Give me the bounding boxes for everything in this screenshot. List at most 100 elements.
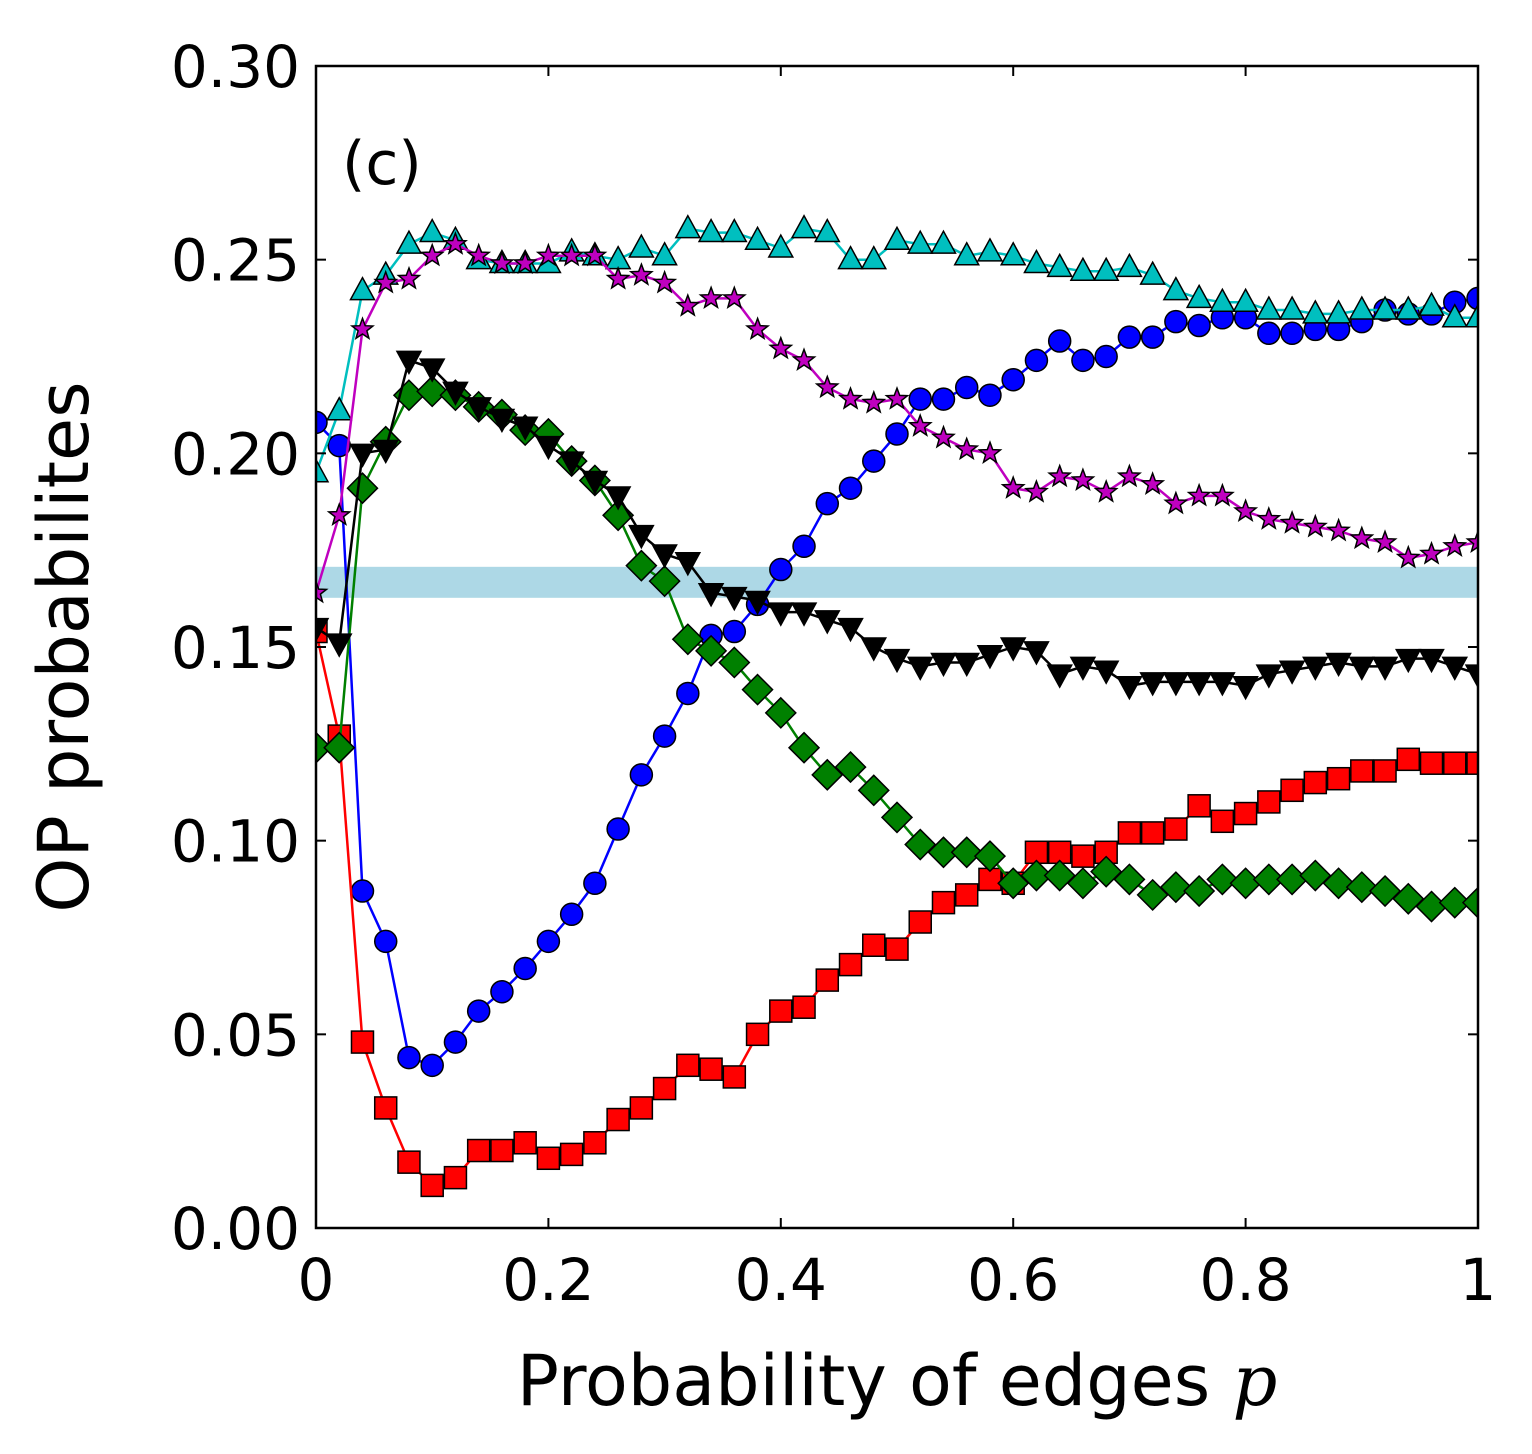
circles-point-8: [490, 979, 514, 1004]
squares-point-35: [1117, 821, 1142, 845]
squares-point-19: [745, 1022, 770, 1047]
down-triangles-point-21: [790, 602, 818, 627]
up-triangles-point-46: [1371, 295, 1399, 320]
down-triangles-point-27: [930, 652, 957, 678]
up-triangles-point-5: [418, 217, 446, 243]
up-triangles-point-25: [883, 225, 911, 251]
down-triangles-point-49: [1441, 656, 1469, 681]
circles-point-30: [1001, 367, 1025, 392]
up-triangles-point-15: [651, 241, 678, 266]
circles-point-25: [885, 422, 909, 446]
down-triangles-point-40: [1232, 675, 1259, 701]
diamonds-point-25: [880, 801, 914, 834]
down-triangles-point-25: [883, 648, 911, 674]
stars-point-45: [1349, 525, 1375, 550]
squares-point-33: [1071, 844, 1095, 868]
squares-point-39: [1210, 809, 1235, 834]
stars-point-4: [396, 265, 422, 290]
squares-point-13: [606, 1107, 630, 1132]
down-triangles-point-2: [349, 443, 376, 468]
stars-point-27: [930, 424, 956, 449]
down-triangles-point-28: [953, 652, 980, 678]
circles-point-6: [443, 1030, 468, 1054]
up-triangles-point-16: [674, 214, 702, 239]
circles-point-29: [978, 383, 1002, 407]
circles-point-11: [559, 902, 584, 927]
squares-point-28: [954, 883, 979, 907]
diamonds-point-45: [1345, 871, 1378, 904]
up-triangles-point-24: [860, 245, 888, 270]
down-triangles-point-11: [558, 451, 585, 476]
up-triangles-point-48: [1418, 291, 1445, 316]
down-triangles-point-7: [465, 397, 492, 422]
stars-point-31: [1023, 478, 1049, 503]
circles-point-1: [327, 433, 351, 458]
down-triangles-point-31: [1023, 641, 1050, 666]
up-triangles-point-20: [767, 233, 795, 258]
stars-point-33: [1070, 467, 1096, 492]
stars-point-10: [535, 242, 561, 267]
down-triangles-point-42: [1278, 660, 1306, 685]
down-triangles-point-15: [651, 544, 678, 569]
circles-point-34: [1094, 344, 1118, 369]
up-triangles-point-43: [1302, 299, 1329, 324]
up-triangles-point-49: [1441, 303, 1469, 328]
up-triangles-point-44: [1325, 299, 1352, 324]
circles-point-33: [1071, 348, 1095, 373]
up-triangles-point-35: [1116, 252, 1143, 278]
diamonds-point-20: [764, 696, 797, 729]
x-tick-label: 0.8: [1199, 1246, 1291, 1314]
down-triangles-point-50: [1464, 664, 1478, 689]
up-triangles-point-50: [1464, 303, 1478, 328]
squares-point-37: [1164, 817, 1188, 841]
stars-point-50: [1465, 529, 1478, 554]
squares-point-25: [885, 937, 909, 961]
down-triangles-point-16: [674, 552, 702, 577]
down-triangles-point-36: [1139, 672, 1166, 697]
up-triangles-point-41: [1255, 295, 1283, 320]
diamonds-point-50: [1461, 886, 1478, 919]
circles-point-12: [583, 871, 607, 896]
circles-point-16: [676, 681, 700, 706]
x-tick-label: 0.2: [502, 1246, 594, 1314]
circles-point-21: [792, 534, 816, 559]
circles-point-4: [397, 1045, 421, 1070]
squares-point-44: [1326, 766, 1351, 791]
diamonds-point-14: [625, 549, 658, 582]
diamonds-point-41: [1252, 863, 1285, 896]
stars-point-30: [1000, 475, 1026, 499]
up-triangles-point-27: [930, 229, 957, 254]
down-triangles-point-5: [418, 358, 446, 383]
x-tick-label: 0: [298, 1246, 335, 1314]
squares-point-48: [1419, 751, 1444, 775]
circles-point-23: [838, 476, 863, 500]
down-triangles-point-0: [316, 617, 330, 643]
up-triangles-point-40: [1232, 287, 1259, 313]
stars-point-17: [698, 285, 724, 310]
down-triangles-point-17: [697, 583, 725, 608]
diamonds-point-16: [671, 623, 704, 656]
stars-point-35: [1116, 463, 1142, 488]
circles-point-10: [536, 929, 561, 954]
circles-point-31: [1024, 348, 1049, 373]
up-triangles-point-34: [1092, 256, 1120, 282]
diamonds-point-23: [834, 751, 867, 784]
stars-point-21: [791, 347, 817, 372]
squares-point-5: [420, 1173, 444, 1198]
diamonds-point-28: [950, 836, 983, 869]
series-down-triangles: [316, 350, 1478, 701]
down-triangles-point-38: [1185, 672, 1213, 697]
down-triangles-point-41: [1255, 664, 1283, 689]
stars-point-43: [1302, 513, 1328, 538]
stars-point-37: [1163, 490, 1189, 515]
stars-point-20: [768, 335, 794, 360]
circles-point-28: [954, 375, 979, 400]
y-tick-label: 0.15: [171, 614, 300, 682]
squares-point-46: [1373, 759, 1397, 783]
squares-point-38: [1187, 794, 1211, 818]
up-triangles-point-30: [999, 241, 1027, 266]
stars-point-7: [466, 242, 492, 267]
squares-point-41: [1257, 790, 1281, 814]
down-triangles-point-44: [1325, 652, 1352, 678]
